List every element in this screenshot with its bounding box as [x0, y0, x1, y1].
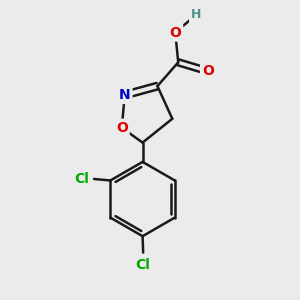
Text: H: H [191, 8, 201, 21]
Text: O: O [202, 64, 214, 78]
Text: Cl: Cl [74, 172, 89, 186]
Text: N: N [119, 88, 130, 102]
Text: Cl: Cl [136, 258, 151, 272]
Text: O: O [116, 121, 128, 135]
Text: O: O [169, 26, 181, 40]
